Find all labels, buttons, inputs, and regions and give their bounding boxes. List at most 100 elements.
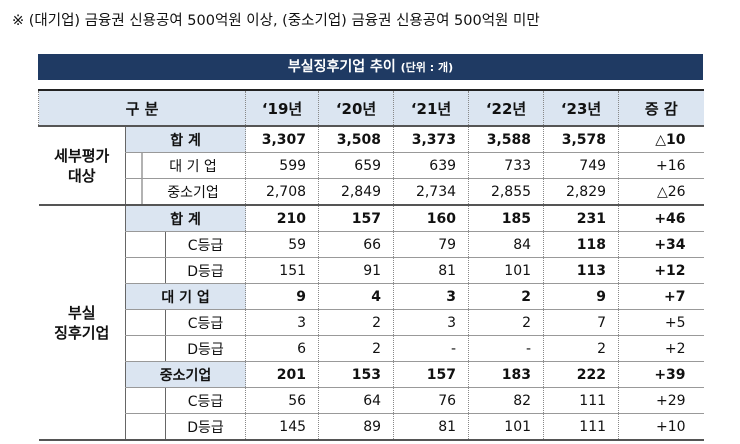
- value-cell: 79: [393, 231, 469, 258]
- value-cell: 749: [543, 152, 619, 179]
- value-cell: 81: [393, 413, 469, 441]
- value-cell: 2,708: [245, 178, 319, 206]
- value-cell: 9: [245, 283, 319, 310]
- value-cell: 118: [543, 231, 619, 258]
- change-cell: +2: [618, 335, 704, 362]
- change-cell: +12: [618, 257, 704, 284]
- table-row: C등급 56 64 76 82 111 +29: [39, 387, 704, 414]
- value-cell: 659: [318, 152, 394, 179]
- value-cell: 3,588: [468, 126, 544, 153]
- row-label: 중소기업: [124, 178, 246, 206]
- group-label-line: 대상: [67, 166, 96, 185]
- table-row: 대 기 업 599 659 639 733 749 +16: [39, 152, 704, 179]
- value-cell: 2,734: [393, 178, 469, 206]
- value-cell: 3,307: [245, 126, 319, 153]
- value-cell: 81: [393, 257, 469, 284]
- table-title: 부실징후기업 추이 (단위 : 개): [38, 54, 703, 80]
- change-cell: △26: [618, 178, 704, 206]
- change-cell: △10: [618, 126, 704, 153]
- group-label-line: 부실: [67, 303, 96, 322]
- value-cell: 2,849: [318, 178, 394, 206]
- table-row: D등급 6 2- -2 +2: [39, 335, 704, 362]
- header-cell: ‘23년: [543, 89, 619, 127]
- row-label: C등급: [164, 231, 246, 258]
- value-cell: 111: [543, 413, 619, 441]
- row-label: D등급: [164, 413, 246, 441]
- value-cell: 113: [543, 257, 619, 284]
- row-label: 합 계: [124, 126, 246, 153]
- value-cell: 3: [245, 309, 319, 336]
- header-cell: ‘21년: [393, 89, 469, 127]
- value-cell: 201: [245, 361, 319, 388]
- table-row: 중소기업 201 153 157 183 222 +39: [39, 361, 704, 388]
- value-cell: -: [393, 335, 469, 362]
- value-cell: 2,829: [543, 178, 619, 206]
- value-cell: 111: [543, 387, 619, 414]
- header-row: 구 분 ‘19년 ‘20년 ‘21년 ‘22년 ‘23년 증 감: [37, 89, 704, 127]
- value-cell: 7: [543, 309, 619, 336]
- group-label-line: 징후기업: [54, 323, 110, 342]
- value-cell: 222: [543, 361, 619, 388]
- value-cell: 3: [393, 309, 469, 336]
- value-cell: 157: [393, 361, 469, 388]
- table-row: 세부평가 대상 합 계 3,307 3,508 3,373 3,588 3,578 △10: [38, 126, 704, 206]
- header-cell: ‘20년: [318, 89, 394, 127]
- table-row: 대 기 업 9 4 3 2 9 +7: [39, 283, 704, 310]
- value-cell: 153: [318, 361, 394, 388]
- value-cell: 160: [393, 205, 469, 232]
- table: 구 분 ‘19년 ‘20년 ‘21년 ‘22년 ‘23년 증 감 세부평가 대상 합 계 3,30…: [37, 89, 704, 441]
- value-cell: 2: [468, 283, 544, 310]
- value-cell: 89: [318, 413, 394, 441]
- value-cell: 2: [318, 309, 394, 336]
- value-cell: 183: [468, 361, 544, 388]
- indent: [125, 309, 166, 336]
- change-cell: +10: [618, 413, 704, 441]
- value-cell: 145: [245, 413, 319, 441]
- table-row: 부실 징후기업 합 계 210 157 160 185 231 +46: [38, 205, 704, 441]
- value-cell: 9: [543, 283, 619, 310]
- value-cell: 2: [318, 335, 394, 362]
- row-label: 대 기 업: [124, 283, 246, 310]
- indent: [125, 231, 166, 258]
- value-cell: 151: [245, 257, 319, 284]
- value-cell: 64: [318, 387, 394, 414]
- header-cell: 증 감: [618, 89, 704, 127]
- title: 부실징후기업 추이: [287, 59, 396, 75]
- change-cell: +46: [618, 205, 704, 232]
- note: ※ (대기업) 금융권 신용공여 500억원 이상, (중소기업) 금융권 신용…: [12, 13, 540, 29]
- value-cell: 66: [318, 231, 394, 258]
- value-cell: 3,578: [543, 126, 619, 153]
- table-row: D등급 151 91 81 101 113 +12: [39, 257, 704, 284]
- value-cell: 4: [318, 283, 394, 310]
- group-label: 부실 징후기업: [38, 205, 126, 441]
- value-cell: 2: [543, 335, 619, 362]
- value-cell: 91: [318, 257, 394, 284]
- value-cell: 84: [468, 231, 544, 258]
- table-row: D등급 145 89 81 101 111 +10: [39, 413, 704, 441]
- row-label: C등급: [164, 387, 246, 414]
- indent: [125, 257, 166, 284]
- group-label: 세부평가 대상: [38, 126, 126, 206]
- table-row: C등급 59 66 79 84 118 +34: [39, 231, 704, 258]
- change-cell: +7: [618, 283, 704, 310]
- value-cell: 76: [393, 387, 469, 414]
- value-cell: 101: [468, 413, 544, 441]
- value-cell: 231: [543, 205, 619, 232]
- value-cell: 639: [393, 152, 469, 179]
- value-cell: 59: [245, 231, 319, 258]
- header-cell: ‘22년: [468, 89, 544, 127]
- row-label: D등급: [164, 257, 246, 284]
- change-cell: +29: [618, 387, 704, 414]
- value-cell: 101: [468, 257, 544, 284]
- value-cell: 599: [245, 152, 319, 179]
- row-label: 중소기업: [124, 361, 246, 388]
- group-label-line: 세부평가: [54, 146, 110, 165]
- value-cell: 6: [245, 335, 319, 362]
- change-cell: +5: [618, 309, 704, 336]
- value-cell: 210: [245, 205, 319, 232]
- row-label: 대 기 업: [124, 152, 246, 179]
- value-cell: -: [468, 335, 544, 362]
- value-cell: 3: [393, 283, 469, 310]
- value-cell: 56: [245, 387, 319, 414]
